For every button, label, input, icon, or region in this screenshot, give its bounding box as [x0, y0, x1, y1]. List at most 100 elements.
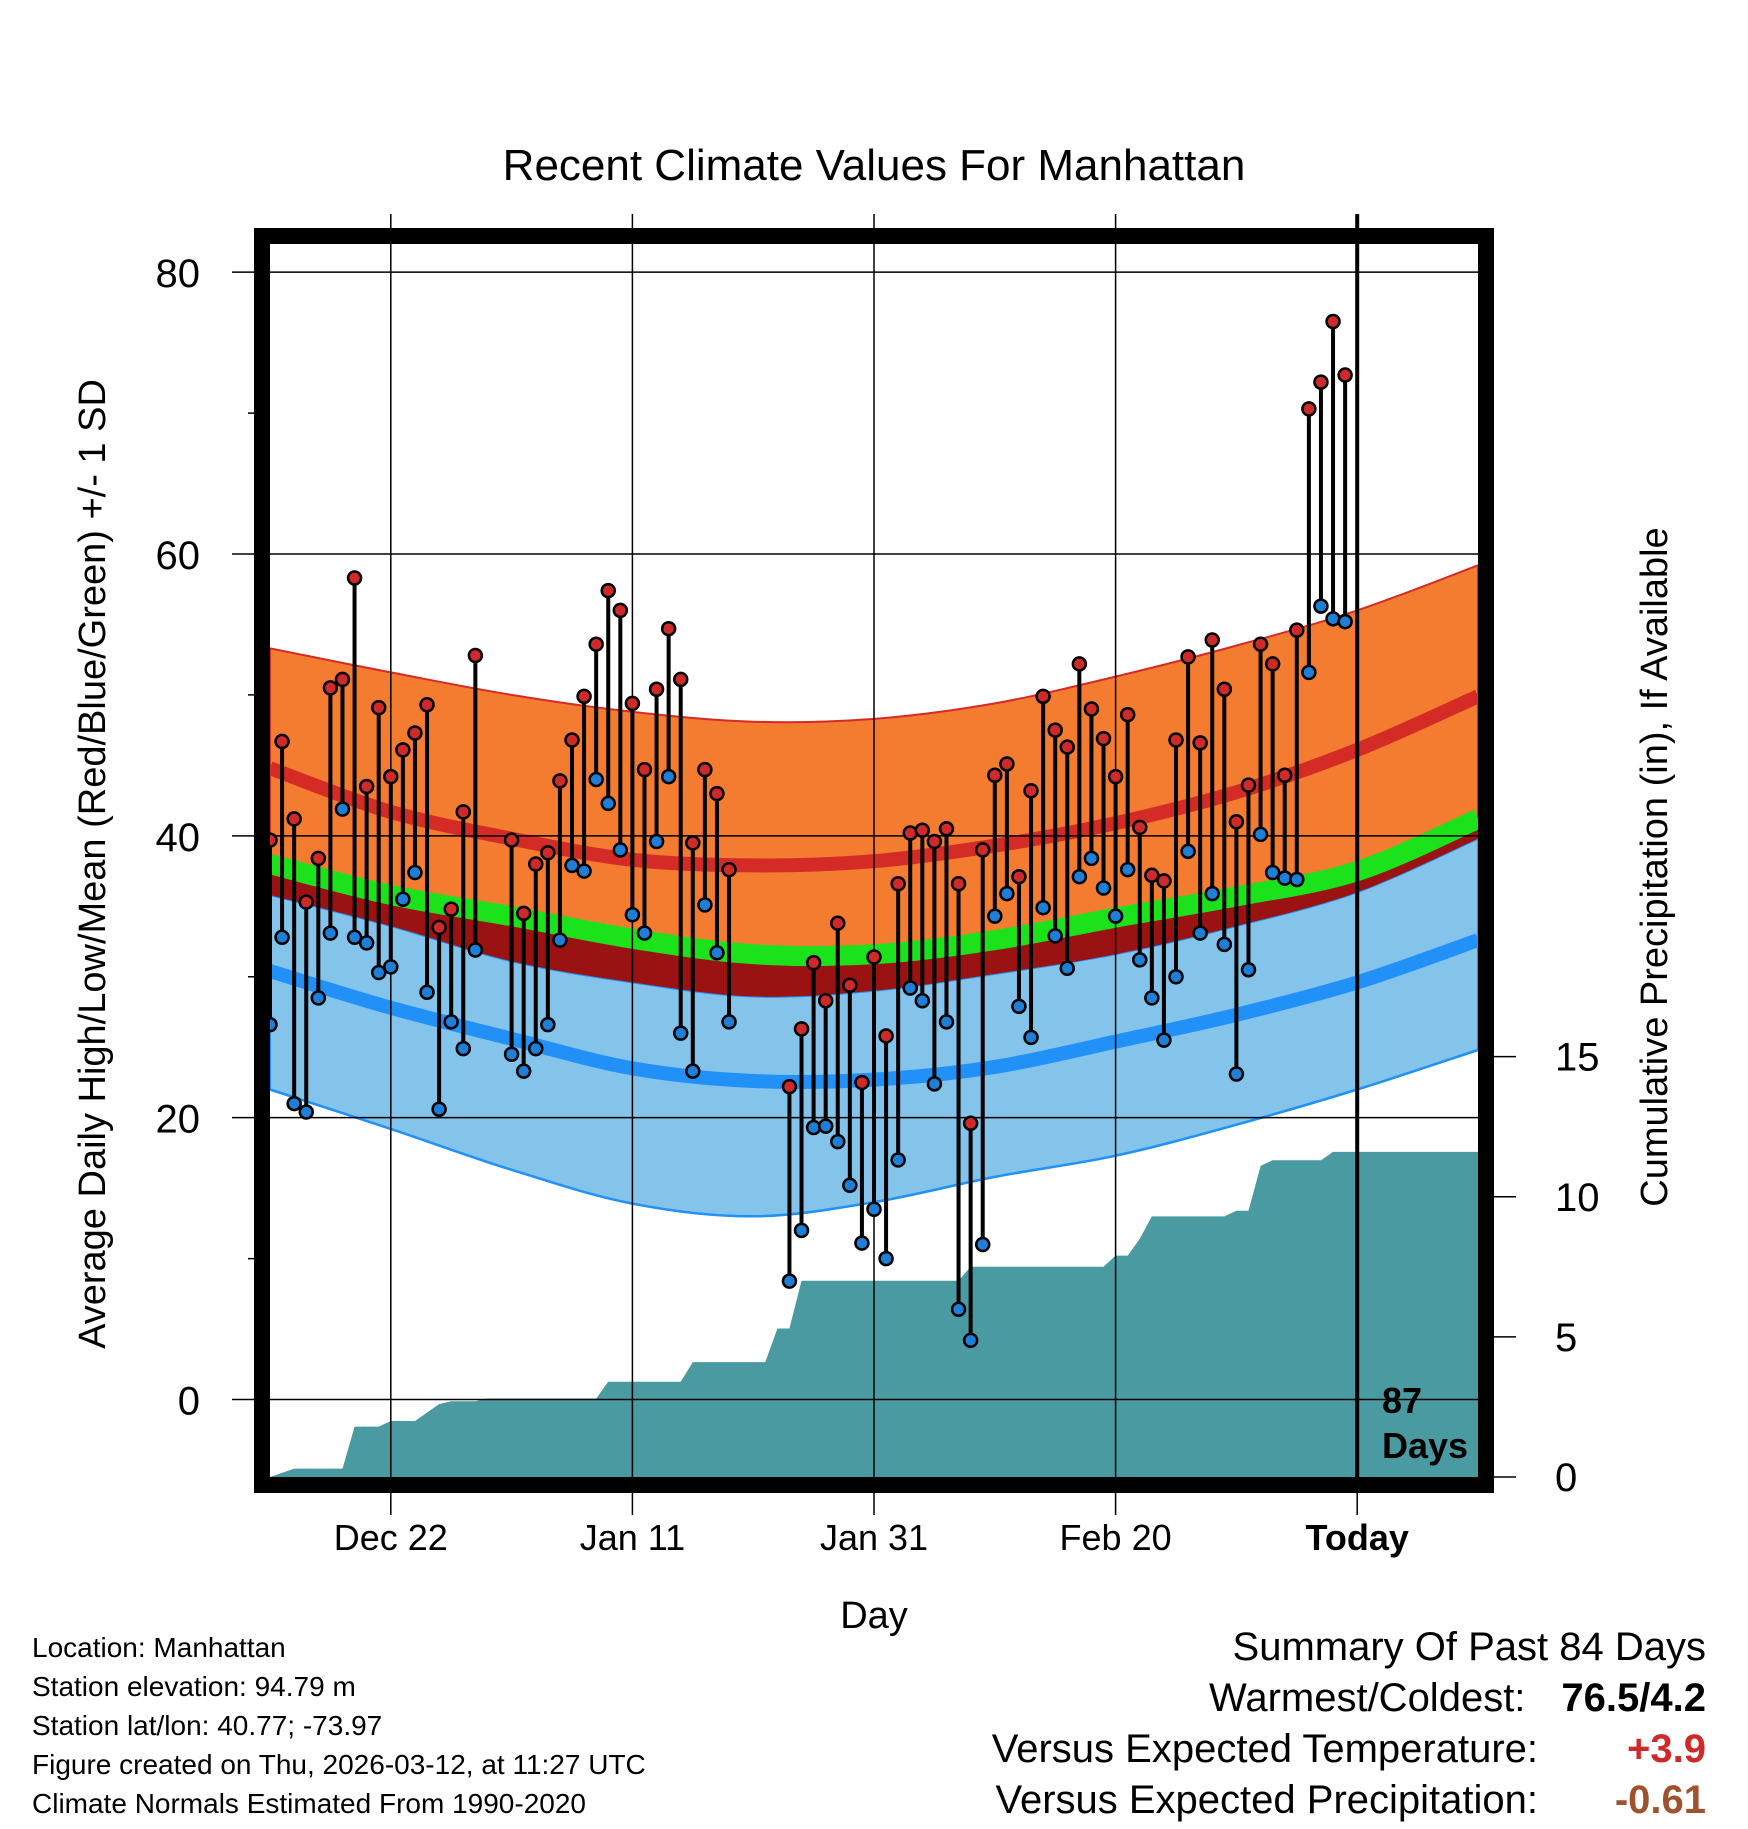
daily-low-point	[334, 801, 351, 817]
daily-high-point	[1180, 649, 1196, 665]
daily-low-point	[1156, 1032, 1172, 1048]
daily-high-point	[358, 778, 375, 795]
daily-low-point	[358, 935, 375, 951]
daily-low-point	[1240, 961, 1257, 978]
y-axis-label: Average Daily High/Low/Mean (Red/Blue/Gr…	[72, 379, 114, 1349]
daily-high-point	[576, 688, 592, 705]
y2-axis-label: Cumulative Precipitation (in), If Availa…	[1634, 527, 1676, 1206]
daily-low-point	[1168, 969, 1184, 985]
daily-low-point	[1228, 1066, 1245, 1082]
daily-low-point	[528, 1040, 544, 1057]
daily-high-point	[938, 821, 955, 837]
daily-high-point	[528, 856, 544, 872]
daily-high-point	[914, 822, 931, 838]
elevation-line: Station elevation: 94.79 m	[32, 1671, 356, 1702]
plot-area: Dec 22 Jan 11 Jan 31 Feb 20 Today 0 20 40 60 80 0 5…	[156, 214, 1600, 1558]
daily-low-point	[1216, 936, 1233, 953]
created-line: Figure created on Thu, 2026-03-12, at 11…	[32, 1749, 646, 1780]
precip-anomaly-label: Versus Expected Precipitation:	[995, 1778, 1538, 1822]
daily-low-point	[1313, 598, 1329, 614]
daily-high-point	[962, 1115, 979, 1132]
daily-high-point	[298, 894, 314, 910]
daily-low-point	[974, 1236, 991, 1253]
temp-anomaly-value: +3.9	[1627, 1727, 1706, 1771]
daily-high-point	[383, 768, 399, 785]
daily-high-point	[1240, 777, 1257, 793]
daily-low-point	[648, 833, 665, 850]
daily-high-point	[1095, 730, 1112, 747]
location-line: Location: Manhattan	[32, 1632, 286, 1663]
normals-line: Climate Normals Estimated From 1990-2020	[32, 1788, 586, 1819]
daily-low-point	[1289, 871, 1305, 888]
daily-high-point	[1035, 688, 1051, 705]
daily-low-point	[1204, 885, 1220, 902]
daily-high-point	[805, 954, 822, 971]
x-tick-label: Jan 31	[820, 1517, 928, 1558]
y-tick-label: 20	[156, 1098, 201, 1142]
daily-high-point	[1301, 401, 1317, 417]
daily-low-point	[503, 1046, 520, 1063]
daily-high-point	[793, 1021, 810, 1037]
daily-high-point	[1276, 767, 1293, 783]
daily-low-point	[817, 1118, 834, 1134]
x-axis-label: Day	[840, 1595, 908, 1637]
daily-high-point	[395, 742, 411, 758]
daily-low-point	[1132, 952, 1148, 968]
daily-low-point	[1107, 908, 1124, 924]
daily-high-point	[467, 647, 484, 664]
x-tick-label: Feb 20	[1060, 1517, 1172, 1558]
daily-high-point	[1264, 656, 1281, 672]
daily-low-point	[830, 1133, 846, 1150]
daily-low-point	[588, 771, 604, 788]
daily-low-point	[636, 925, 653, 941]
daily-low-point	[842, 1177, 858, 1194]
daily-low-point	[370, 964, 387, 981]
plot-interior	[270, 244, 1478, 1477]
daily-high-point	[612, 602, 629, 619]
summary-panel: Summary Of Past 84 Days Warmest/Coldest:…	[992, 1625, 1706, 1829]
daily-low-point	[1035, 899, 1051, 916]
daily-high-point	[270, 832, 278, 848]
daily-low-point	[926, 1076, 943, 1092]
daily-high-point	[1059, 739, 1076, 755]
daily-low-point	[564, 857, 580, 874]
daily-high-point	[370, 699, 387, 716]
daily-high-point	[1107, 768, 1124, 785]
daily-low-point	[1011, 998, 1027, 1015]
daily-low-point	[1301, 664, 1317, 681]
daily-low-point	[660, 768, 677, 785]
daily-low-point	[1059, 960, 1076, 977]
daily-low-point	[383, 959, 399, 975]
daily-high-point	[1132, 819, 1148, 836]
x-tick-label: Today	[1306, 1517, 1409, 1558]
daily-high-point	[1083, 701, 1100, 717]
daily-high-point	[1313, 374, 1329, 390]
daily-low-point	[467, 942, 484, 958]
daily-low-point	[346, 929, 363, 946]
daily-low-point	[793, 1222, 810, 1239]
daily-high-point	[817, 992, 834, 1009]
daily-high-point	[286, 811, 302, 827]
daily-low-point	[866, 1201, 882, 1218]
chart-title: Recent Climate Values For Manhattan	[503, 141, 1246, 190]
daily-low-point	[1337, 613, 1353, 630]
daily-low-point	[950, 1301, 967, 1318]
daily-high-point	[854, 1074, 870, 1091]
daily-high-point	[552, 773, 568, 789]
daily-high-point	[1325, 313, 1341, 330]
daily-low-point	[721, 1014, 737, 1030]
daily-high-point	[540, 844, 556, 861]
daily-low-point	[407, 864, 423, 881]
daily-high-point	[1252, 636, 1269, 652]
daily-high-point	[564, 732, 580, 748]
daily-low-point	[938, 1014, 955, 1030]
daily-low-point	[962, 1332, 979, 1349]
daily-low-point	[781, 1273, 798, 1289]
station-info: Location: Manhattan Station elevation: 9…	[32, 1628, 646, 1823]
daily-high-point	[987, 767, 1003, 783]
daily-high-point	[1011, 868, 1027, 885]
precip-anomaly-value: -0.61	[1614, 1778, 1706, 1822]
daily-low-point	[552, 932, 568, 948]
daily-low-point	[1180, 843, 1196, 860]
x-tick-label: Jan 11	[580, 1517, 685, 1558]
